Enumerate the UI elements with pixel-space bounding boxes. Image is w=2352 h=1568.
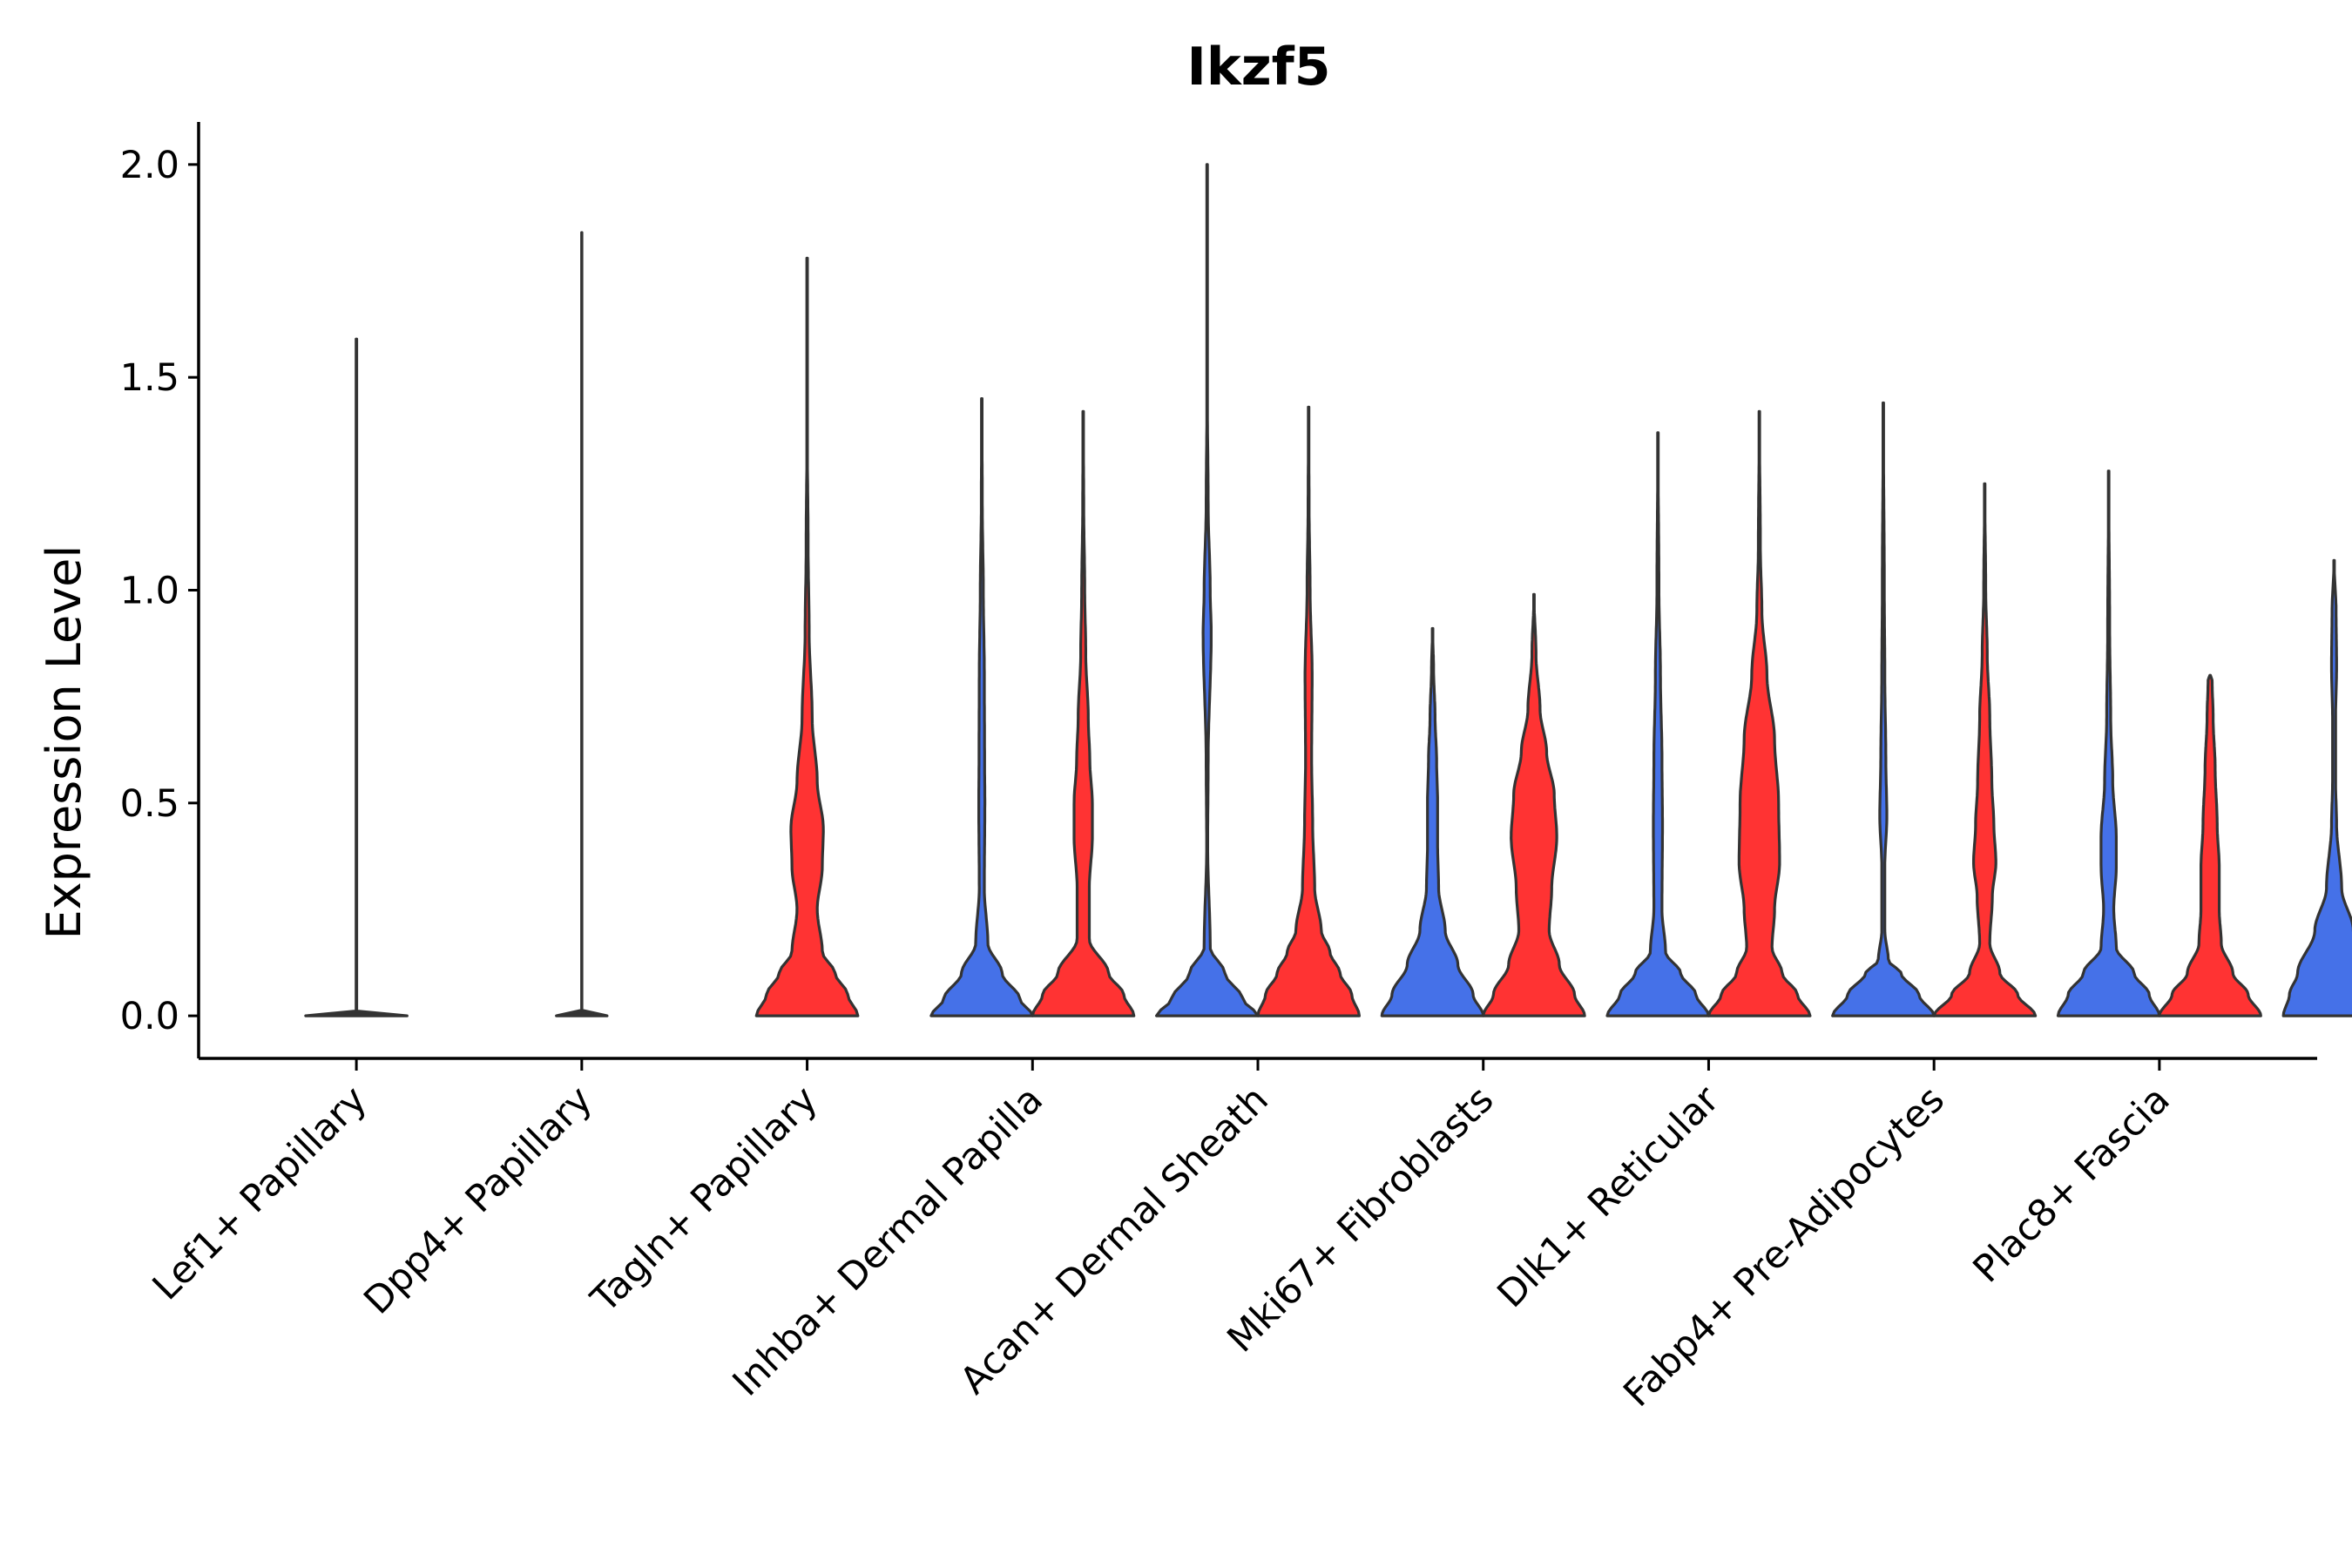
y-tick-label: 1.5 bbox=[120, 356, 179, 400]
y-tick-label: 1.0 bbox=[120, 570, 179, 613]
violin-1-9 bbox=[2056, 470, 2161, 1017]
violin-2-4 bbox=[1031, 409, 1136, 1017]
y-tick-label: 0.5 bbox=[120, 782, 179, 826]
violin-1-8 bbox=[1831, 401, 1936, 1017]
violin-2-7 bbox=[1707, 409, 1812, 1017]
x-tick-label: Tagln+ Papillary bbox=[583, 1078, 827, 1321]
x-tick-label: Lef1+ Papillary bbox=[145, 1078, 375, 1308]
chart-title: Ikzf5 bbox=[1187, 37, 1331, 98]
y-axis-label: Expression Level bbox=[37, 545, 91, 940]
violin-1-2 bbox=[555, 231, 609, 1017]
violin-1-5 bbox=[1155, 163, 1260, 1017]
violin-1-1 bbox=[304, 337, 409, 1017]
y-tick-label: 0.0 bbox=[120, 995, 179, 1038]
violin-1-6 bbox=[1380, 626, 1485, 1017]
x-tick-label: Plac8+ Fascia bbox=[1965, 1078, 2179, 1291]
violin-2-6 bbox=[1482, 592, 1586, 1017]
violin-2-3 bbox=[754, 256, 860, 1017]
y-tick-label: 2.0 bbox=[120, 144, 179, 187]
violin-1-10 bbox=[2281, 558, 2352, 1017]
violin-1-4 bbox=[929, 397, 1034, 1017]
violin-1-7 bbox=[1605, 431, 1710, 1017]
x-tick-label: Dlk1+ Reticular bbox=[1490, 1078, 1728, 1316]
violin-2-9 bbox=[2158, 673, 2262, 1017]
violin-2-8 bbox=[1932, 482, 2038, 1017]
x-tick-label: Dpp4+ Papillary bbox=[355, 1078, 600, 1322]
violin-2-5 bbox=[1256, 405, 1361, 1017]
